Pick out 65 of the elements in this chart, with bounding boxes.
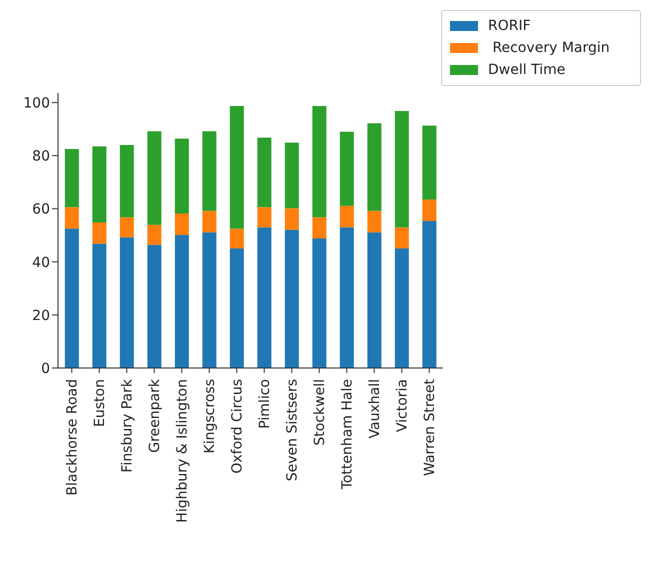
legend-label: RORIF <box>488 18 531 34</box>
bar <box>120 217 134 238</box>
bar <box>367 232 382 368</box>
y-tick-label: 0 <box>41 360 50 377</box>
x-tick-label: Stockwell <box>312 379 328 446</box>
legend-label: Dwell Time <box>488 62 566 78</box>
bar <box>394 111 409 228</box>
bar <box>284 208 299 230</box>
x-tick-label: Finsbury Park <box>120 378 136 473</box>
bar <box>284 230 299 368</box>
bar <box>202 232 216 368</box>
bar <box>174 138 189 214</box>
bar <box>394 227 409 249</box>
bar <box>202 131 216 211</box>
bar <box>257 227 272 368</box>
bar <box>147 224 162 245</box>
x-tick-label: Pimlico <box>257 379 274 429</box>
bar <box>147 244 162 368</box>
bar <box>230 106 244 229</box>
bar <box>202 210 216 232</box>
bar <box>340 227 354 368</box>
bar <box>422 126 436 200</box>
bar <box>367 210 382 232</box>
bar <box>230 248 244 368</box>
bar <box>422 220 436 368</box>
bar <box>340 206 354 228</box>
y-tick-label: 80 <box>32 148 50 165</box>
x-tick-label: Greenpark <box>147 378 164 453</box>
bar <box>340 132 354 206</box>
bar <box>422 199 436 221</box>
bar <box>174 214 189 236</box>
x-tick-label: Victoria <box>394 379 411 432</box>
bar <box>394 248 409 368</box>
bar <box>312 106 326 218</box>
x-tick-label: Oxford Circus <box>230 379 246 474</box>
bar <box>120 145 134 218</box>
bar <box>92 244 106 368</box>
bar <box>284 142 299 208</box>
bar <box>230 228 244 249</box>
x-tick-label: Blackhorse Road <box>64 379 81 496</box>
x-tick-label: Tottenham Hale <box>340 379 356 490</box>
bar <box>312 217 326 238</box>
y-tick-label: 60 <box>32 202 50 218</box>
bar <box>174 235 189 368</box>
bar <box>147 131 162 225</box>
y-tick-label: 20 <box>32 308 50 324</box>
bar <box>64 228 79 368</box>
x-tick-label: Warren Street <box>422 378 438 476</box>
x-tick-label: Highbury & Islington <box>174 379 191 523</box>
bar <box>92 146 106 223</box>
bar <box>64 207 79 229</box>
x-tick-label: Seven Sistsers <box>284 379 301 482</box>
legend-label: Recovery Margin <box>491 40 610 56</box>
bar <box>64 149 79 208</box>
x-tick-label: Vauxhall <box>367 379 384 438</box>
bar <box>312 238 326 368</box>
y-tick-label: 100 <box>23 96 50 112</box>
x-tick-label: Euston <box>92 379 108 427</box>
bar <box>92 222 106 244</box>
bar <box>120 237 134 368</box>
y-tick-label: 40 <box>32 254 50 271</box>
bar <box>257 207 272 228</box>
bar <box>257 138 272 208</box>
bar <box>367 123 382 211</box>
x-tick-label: Kingscross <box>202 379 218 454</box>
